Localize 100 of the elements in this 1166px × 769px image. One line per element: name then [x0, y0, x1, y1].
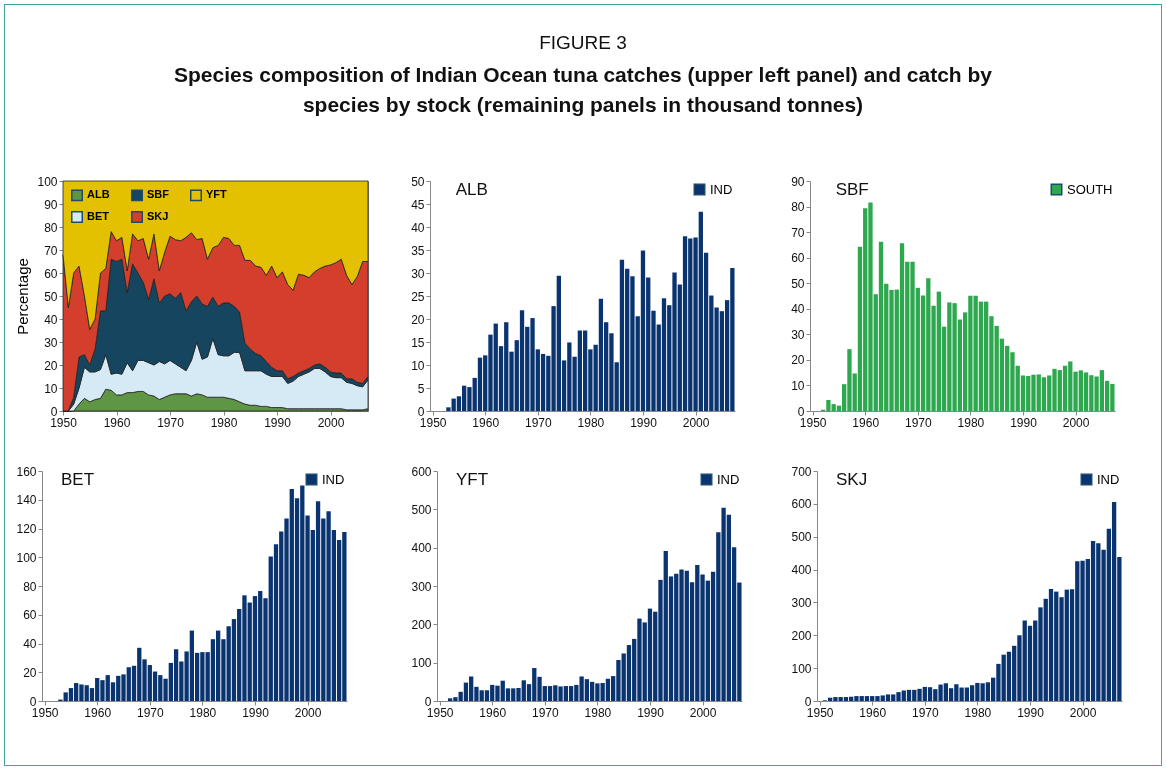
y-tick-label: 120 [16, 522, 37, 536]
legend-label: SKJ [147, 210, 169, 222]
legend-label: IND [710, 181, 733, 197]
legend-label: BET [87, 210, 110, 222]
x-tick-label: 1990 [264, 415, 292, 430]
y-tick-label: 10 [791, 378, 805, 393]
y-tick-label: 200 [411, 617, 432, 632]
y-tick-label: 200 [791, 628, 812, 643]
y-tick-label: 100 [16, 550, 37, 565]
y-tick-label: 30 [44, 335, 58, 350]
chart-title: SBF [835, 180, 869, 199]
x-tick-label: 1970 [136, 705, 164, 720]
x-tick-label: 1990 [630, 415, 658, 430]
y-tick-label: 90 [791, 174, 805, 189]
y-tick-label: 70 [791, 225, 805, 240]
y-tick-label: 25 [411, 289, 425, 304]
y-tick-label: 300 [411, 579, 432, 594]
x-tick-label: 1970 [531, 705, 559, 720]
x-tick-label: 1960 [103, 415, 131, 430]
legend-label: SBF [147, 188, 170, 201]
y-tick-label: 30 [791, 327, 805, 342]
x-tick-label: 2000 [689, 705, 717, 720]
y-tick-label: 50 [791, 276, 805, 291]
y-tick-label: 100 [791, 661, 812, 676]
bar [1083, 372, 1089, 411]
y-tick-label: 40 [44, 312, 58, 327]
y-tick-label: 500 [791, 530, 812, 545]
bar [864, 696, 870, 701]
bar [547, 686, 553, 701]
y-tick-label: 40 [411, 220, 425, 235]
bar [899, 243, 905, 411]
y-tick-label: 400 [411, 541, 432, 556]
legend-label: ALB [87, 188, 110, 201]
series-label: YFT [206, 188, 228, 201]
y-tick-label: 50 [44, 289, 58, 304]
x-tick-label: 1970 [904, 415, 932, 430]
y-tick-label: 100 [37, 174, 58, 189]
bar [1090, 540, 1096, 701]
y-tick-label: 45 [411, 197, 425, 212]
x-tick-label: 1960 [479, 705, 507, 720]
y-tick-label: 600 [411, 464, 432, 479]
y-tick-label: 80 [44, 220, 58, 235]
y-tick-label: 20 [44, 358, 58, 373]
x-tick-label: 1980 [577, 415, 605, 430]
y-tick-label: 160 [16, 464, 37, 479]
y-tick-label: 20 [791, 353, 805, 368]
y-tick-label: 700 [791, 464, 812, 479]
x-tick-label: 1960 [472, 415, 500, 430]
legend-label: SOUTH [1067, 181, 1113, 197]
chart-title: ALB [455, 180, 488, 199]
x-tick-label: 1980 [957, 415, 985, 430]
y-tick-label: 600 [791, 497, 812, 512]
y-tick-label: 20 [411, 312, 425, 327]
y-tick-label: 60 [791, 251, 805, 266]
bar [619, 259, 625, 411]
x-tick-label: 1970 [524, 415, 552, 430]
x-tick-label: 2000 [294, 705, 322, 720]
y-tick-label: 10 [411, 358, 425, 373]
chart-title: YFT [455, 470, 489, 489]
x-tick-label: 2000 [317, 415, 345, 430]
y-tick-label: 50 [411, 174, 425, 189]
bar [878, 241, 884, 411]
y-tick-label: 60 [44, 266, 58, 281]
x-tick-label: 2000 [1062, 415, 1090, 430]
x-tick-label: 1990 [637, 705, 665, 720]
y-tick-label: 80 [23, 579, 37, 594]
y-tick-label: 35 [411, 243, 425, 258]
x-tick-label: 1990 [1017, 705, 1045, 720]
y-tick-label: 10 [44, 381, 58, 396]
bar [519, 310, 525, 411]
x-tick-label: 1960 [852, 415, 880, 430]
bar [640, 250, 646, 411]
y-tick-label: 20 [23, 665, 37, 680]
y-tick-label: 30 [411, 266, 425, 281]
y-tick-label: 70 [44, 243, 58, 258]
bar [477, 357, 483, 411]
bar [647, 608, 653, 701]
y-tick-label: 40 [791, 302, 805, 317]
x-tick-label: 1970 [157, 415, 185, 430]
bar [843, 697, 849, 701]
x-tick-label: 1980 [189, 705, 217, 720]
y-axis-title: Percentage [14, 258, 32, 335]
y-tick-label: 100 [411, 656, 432, 671]
x-tick-label: 1960 [859, 705, 887, 720]
bar [906, 689, 912, 701]
bar [661, 298, 667, 411]
y-tick-label: 300 [791, 595, 812, 610]
y-tick-label: 400 [791, 563, 812, 578]
x-tick-label: 1970 [911, 705, 939, 720]
bar [1027, 625, 1033, 701]
bar [682, 236, 688, 411]
caption: FIGURE 3 [538, 32, 628, 54]
x-tick-label: 1980 [964, 705, 992, 720]
x-tick-label: 1990 [1010, 415, 1038, 430]
x-tick-label: 2000 [1069, 705, 1097, 720]
legend-label: IND [322, 471, 345, 487]
chart-title: SKJ [835, 470, 868, 489]
bar [885, 694, 891, 701]
legend-label: IND [1097, 471, 1120, 487]
legend-label: IND [717, 471, 740, 487]
